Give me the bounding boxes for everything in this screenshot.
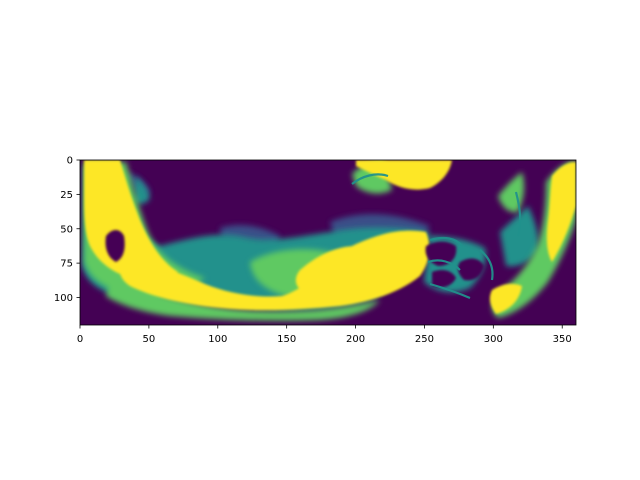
y-tick-label: 25: [60, 190, 73, 201]
heatmap-region-high: [84, 160, 576, 314]
x-tick-label: 250: [415, 334, 434, 345]
y-tick-label: 0: [67, 156, 73, 167]
heatmap-image: [80, 160, 576, 325]
y-tick-label: 100: [54, 293, 73, 304]
x-tick-label: 200: [346, 334, 365, 345]
x-tick-label: 100: [208, 334, 227, 345]
heatmap-region-background-islands: [105, 230, 484, 288]
x-tick-label: 300: [484, 334, 503, 345]
x-tick-label: 0: [77, 334, 83, 345]
x-axis: 0 50 100 150 200 250 300 350: [77, 325, 572, 345]
y-tick-label: 50: [60, 224, 73, 235]
x-tick-label: 350: [553, 334, 572, 345]
y-axis: 0 25 50 75 100: [54, 156, 80, 304]
x-tick-label: 150: [277, 334, 296, 345]
x-tick-label: 50: [143, 334, 156, 345]
y-tick-label: 75: [60, 259, 73, 270]
heatmap-strands: [351, 173, 522, 300]
axes-frame: [79, 159, 577, 326]
